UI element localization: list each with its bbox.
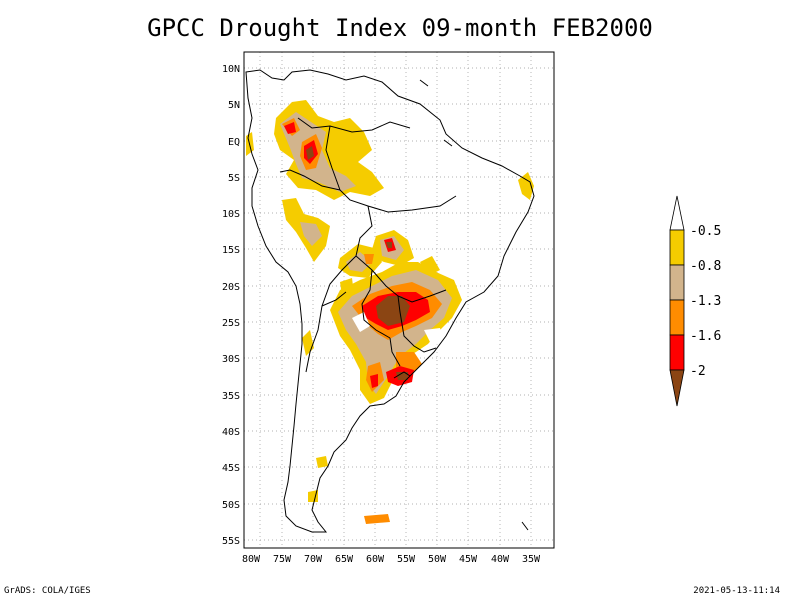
- lon-label: 50W: [428, 554, 447, 565]
- drought-shading: [246, 100, 534, 524]
- colorbar-swatch-white: [669, 195, 685, 231]
- lat-label: 10N: [222, 64, 240, 75]
- lat-label: 35S: [222, 391, 240, 402]
- drought-area-gold: [308, 490, 318, 502]
- longitude-labels: 80W 75W 70W 65W 60W 55W 50W 45W 40W 35W: [242, 554, 541, 565]
- colorbar-swatch-tan: [669, 264, 685, 301]
- drought-area-orange: [364, 254, 374, 264]
- colorbar-label: -1.6: [690, 329, 721, 344]
- coastlines: [245, 69, 535, 533]
- lat-label: 50S: [222, 500, 240, 511]
- drought-area-orange: [364, 514, 390, 524]
- lat-label: 40S: [222, 427, 240, 438]
- colorbar-swatch-brown: [669, 369, 685, 407]
- lon-label: 65W: [335, 554, 354, 565]
- lon-label: 55W: [397, 554, 416, 565]
- drought-area-brown: [396, 372, 408, 380]
- footer-timestamp: 2021-05-13-11:14: [693, 586, 780, 596]
- country-borders: [279, 117, 457, 373]
- colorbar-labels: -0.5 -0.8 -1.3 -1.6 -2: [690, 224, 721, 379]
- lat-label: 5N: [228, 100, 240, 111]
- colorbar: [669, 195, 685, 407]
- lat-label: 5S: [228, 173, 240, 184]
- drought-area-tan: [300, 222, 322, 246]
- colorbar-label: -1.3: [690, 294, 721, 309]
- latitude-labels: 10N 5N EQ 5S 10S 15S 20S 25S 30S 35S 40S…: [222, 64, 240, 547]
- lat-label: 10S: [222, 209, 240, 220]
- colorbar-label: -0.5: [690, 224, 721, 239]
- colorbar-label: -2: [690, 364, 706, 379]
- footer-credit: GrADS: COLA/IGES: [4, 586, 91, 596]
- continent-outline: [245, 69, 535, 533]
- lon-label: 75W: [273, 554, 292, 565]
- colorbar-swatch-gold: [669, 229, 685, 266]
- drought-area-gold: [302, 330, 314, 356]
- drought-area-white: [352, 312, 444, 346]
- lat-label: 20S: [222, 282, 240, 293]
- colorbar-swatch-red: [669, 334, 685, 371]
- map-frame: [243, 51, 555, 549]
- lon-label: 80W: [242, 554, 261, 565]
- lat-label: 45S: [222, 463, 240, 474]
- lon-label: 40W: [491, 554, 510, 565]
- lon-label: 35W: [522, 554, 541, 565]
- lon-label: 60W: [366, 554, 385, 565]
- lon-label: 45W: [459, 554, 478, 565]
- lat-label: EQ: [228, 137, 240, 148]
- lat-label: 55S: [222, 536, 240, 547]
- islands: [419, 79, 529, 531]
- drought-area-red: [370, 374, 378, 388]
- drought-area-gold: [518, 172, 534, 200]
- drought-area-brown: [306, 146, 314, 160]
- drought-area-brown: [386, 242, 392, 248]
- drought-area-gold: [420, 256, 440, 276]
- lat-label: 25S: [222, 318, 240, 329]
- colorbar-swatch-orange: [669, 299, 685, 336]
- map-title: GPCC Drought Index 09-month FEB2000: [147, 14, 653, 42]
- lat-label: 15S: [222, 245, 240, 256]
- drought-area-gold: [316, 456, 328, 468]
- drought-area-gold: [340, 278, 354, 296]
- lon-label: 70W: [304, 554, 323, 565]
- colorbar-label: -0.8: [690, 259, 721, 274]
- river-plate: [393, 371, 411, 379]
- lat-label: 30S: [222, 354, 240, 365]
